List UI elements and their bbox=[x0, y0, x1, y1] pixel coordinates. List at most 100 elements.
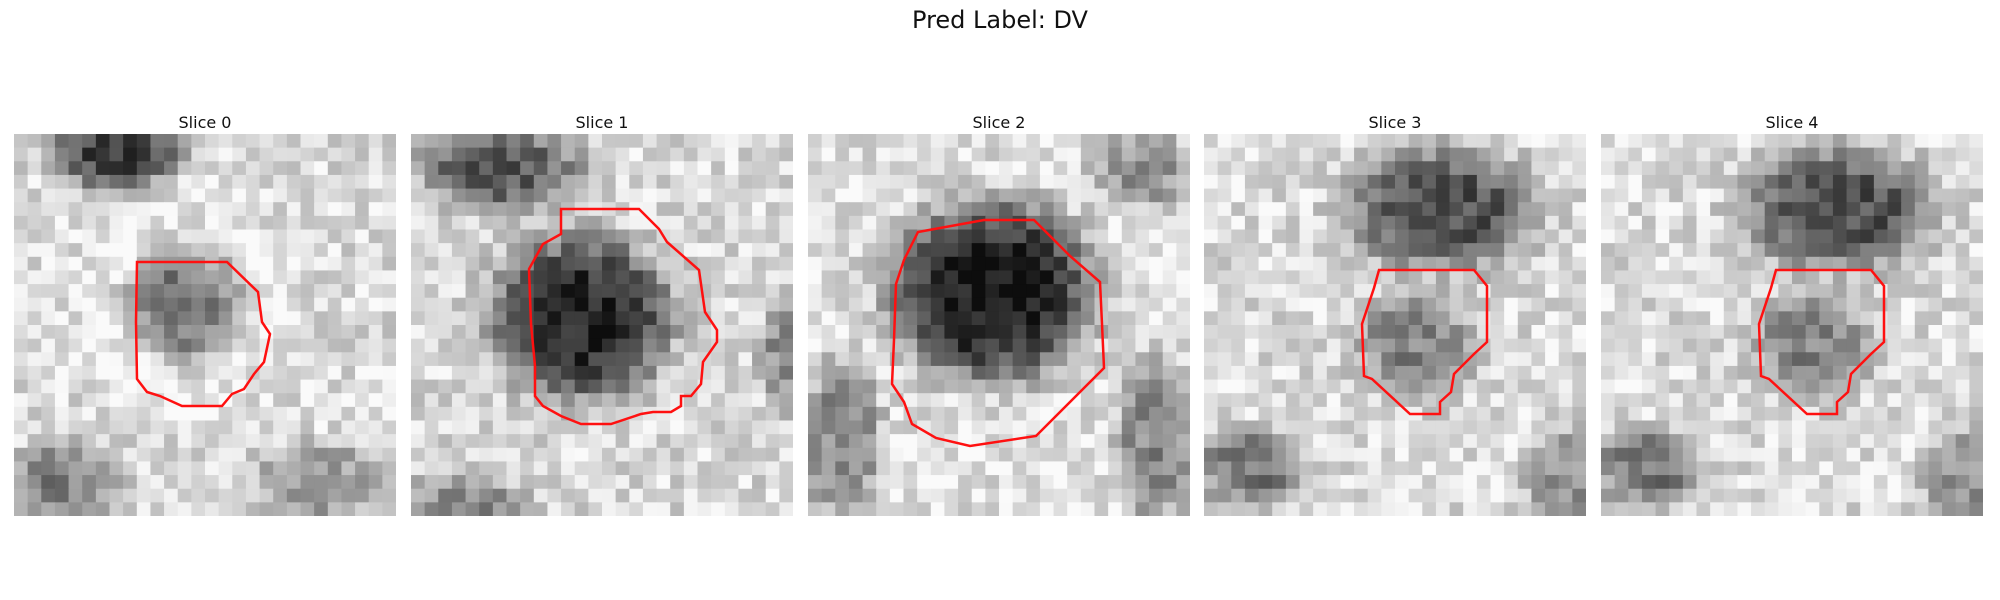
pixel bbox=[683, 161, 699, 176]
pixel bbox=[1162, 134, 1177, 149]
pixel bbox=[547, 338, 562, 353]
pixel bbox=[697, 202, 712, 217]
pixel bbox=[1313, 243, 1328, 258]
pixel bbox=[1435, 379, 1451, 394]
pixel bbox=[1669, 352, 1684, 367]
pixel bbox=[300, 502, 315, 516]
pixel bbox=[1408, 338, 1423, 353]
pixel bbox=[1026, 174, 1041, 190]
pixel bbox=[697, 338, 712, 353]
pixel bbox=[1792, 147, 1807, 162]
pixel bbox=[656, 284, 671, 299]
pixel bbox=[1969, 188, 1983, 203]
pixel bbox=[520, 434, 535, 449]
pixel bbox=[862, 284, 877, 299]
pixel bbox=[1737, 325, 1752, 340]
pixel bbox=[1108, 406, 1123, 422]
pixel bbox=[1517, 270, 1533, 285]
pixel bbox=[95, 502, 111, 516]
pixel bbox=[876, 447, 891, 463]
pixel bbox=[1928, 352, 1943, 367]
pixel bbox=[683, 447, 699, 463]
pixel bbox=[1914, 270, 1930, 285]
pixel bbox=[1244, 243, 1260, 258]
pixel bbox=[1710, 243, 1725, 258]
pixel bbox=[1873, 488, 1889, 503]
pixel bbox=[1162, 229, 1177, 244]
pixel bbox=[1682, 188, 1698, 203]
pixel bbox=[82, 174, 97, 190]
pixel bbox=[191, 365, 206, 381]
pixel bbox=[876, 365, 891, 381]
pixel bbox=[1601, 147, 1616, 162]
pixel bbox=[1504, 188, 1519, 203]
pixel bbox=[1176, 393, 1190, 408]
pixel bbox=[1121, 502, 1137, 516]
pixel bbox=[1860, 365, 1875, 381]
pixel bbox=[1628, 297, 1643, 312]
pixel bbox=[1805, 147, 1820, 162]
pixel bbox=[479, 215, 494, 231]
pixel bbox=[286, 147, 302, 162]
pixel bbox=[779, 243, 793, 258]
pixel bbox=[368, 311, 383, 326]
pixel bbox=[327, 161, 343, 176]
pixel bbox=[109, 365, 124, 381]
pixel bbox=[1531, 311, 1546, 326]
pixel bbox=[1601, 229, 1616, 244]
pixel bbox=[985, 243, 1000, 258]
pixel bbox=[1149, 365, 1164, 381]
pixel bbox=[711, 229, 726, 244]
pixel bbox=[479, 134, 494, 149]
pixel bbox=[1860, 475, 1875, 490]
pixel bbox=[779, 461, 793, 476]
pixel bbox=[1080, 297, 1096, 312]
pixel bbox=[752, 352, 767, 367]
pixel bbox=[999, 393, 1014, 408]
pixel bbox=[1558, 174, 1573, 190]
pixel bbox=[41, 229, 56, 244]
pixel bbox=[1067, 461, 1082, 476]
pixel bbox=[1108, 379, 1123, 394]
pixel bbox=[1764, 229, 1779, 244]
pixel bbox=[711, 502, 726, 516]
pixel bbox=[588, 406, 603, 422]
pixel bbox=[273, 475, 288, 490]
pixel bbox=[1053, 215, 1068, 231]
pixel bbox=[930, 284, 946, 299]
pixel bbox=[1778, 161, 1793, 176]
pixel bbox=[1723, 434, 1739, 449]
pixel bbox=[191, 325, 206, 340]
pixel bbox=[711, 338, 726, 353]
pixel bbox=[14, 379, 29, 394]
pixel bbox=[1723, 379, 1739, 394]
pixel bbox=[779, 434, 793, 449]
pixel bbox=[1149, 147, 1164, 162]
pixel bbox=[835, 311, 850, 326]
pixel bbox=[1545, 475, 1560, 490]
pixel bbox=[424, 284, 439, 299]
pixel bbox=[1778, 188, 1793, 203]
pixel bbox=[711, 270, 726, 285]
pixel bbox=[41, 270, 56, 285]
pixel bbox=[1942, 202, 1957, 217]
pixel bbox=[1149, 188, 1164, 203]
pixel bbox=[670, 379, 685, 394]
pixel bbox=[1313, 270, 1328, 285]
pixel bbox=[368, 325, 383, 340]
pixel bbox=[1463, 461, 1478, 476]
pixel bbox=[848, 406, 864, 422]
pixel bbox=[1408, 461, 1423, 476]
pixel bbox=[1217, 475, 1232, 490]
pixel bbox=[999, 488, 1014, 503]
pixel bbox=[889, 325, 905, 340]
pixel bbox=[411, 284, 426, 299]
pixel bbox=[1354, 352, 1369, 367]
pixel bbox=[232, 161, 247, 176]
pixel bbox=[724, 488, 740, 503]
pixel bbox=[1887, 256, 1902, 272]
pixel bbox=[1463, 256, 1478, 272]
pixel bbox=[1628, 188, 1643, 203]
pixel bbox=[999, 325, 1014, 340]
pixel bbox=[300, 161, 315, 176]
